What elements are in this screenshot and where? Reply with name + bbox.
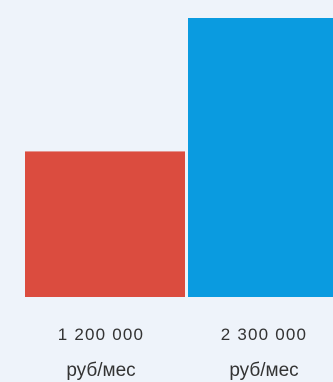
category-label-1: 1 200 000 bbox=[58, 325, 144, 344]
unit-label-2: руб/мес bbox=[229, 360, 298, 381]
bars-group bbox=[25, 18, 333, 297]
labels-group: 1 200 000 руб/мес 2 300 000 руб/мес bbox=[58, 325, 307, 381]
unit-label-1: руб/мес bbox=[66, 360, 135, 381]
bar-1 bbox=[25, 151, 185, 297]
bar-2 bbox=[188, 18, 333, 297]
category-label-2: 2 300 000 bbox=[221, 325, 307, 344]
